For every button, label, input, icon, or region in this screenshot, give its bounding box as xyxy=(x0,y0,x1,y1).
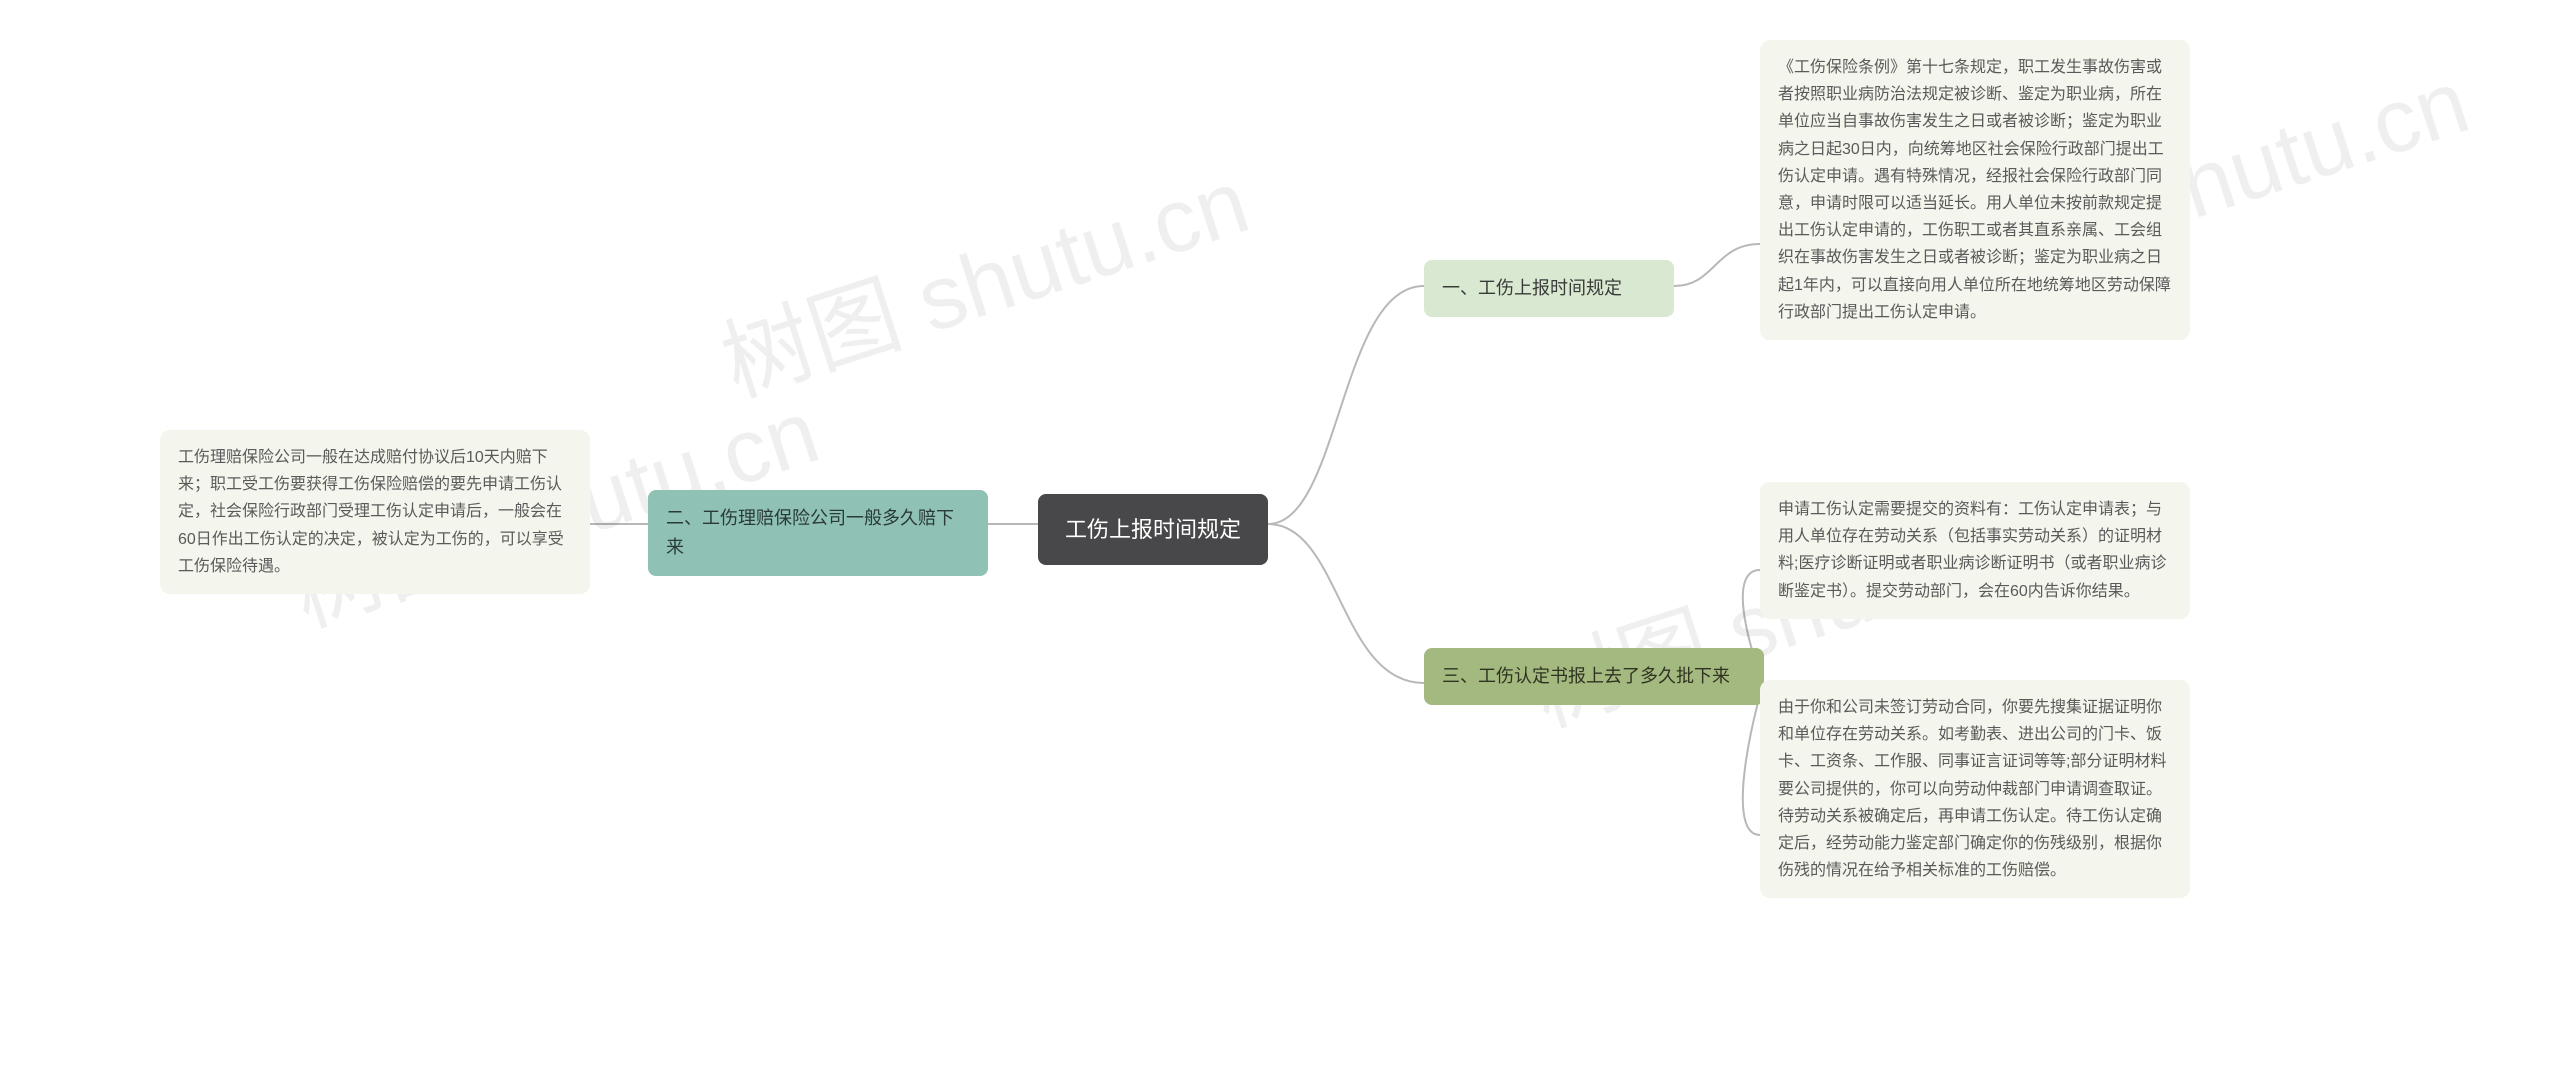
root-label: 工伤上报时间规定 xyxy=(1065,517,1241,542)
leaf-3b-text: 由于你和公司未签订劳动合同，你要先搜集证据证明你和单位存在劳动关系。如考勤表、进… xyxy=(1778,699,2166,879)
leaf-2: 工伤理赔保险公司一般在达成赔付协议后10天内赔下来；职工受工伤要获得工伤保险赔偿… xyxy=(160,430,590,594)
branch-1: 一、工伤上报时间规定 xyxy=(1424,260,1674,317)
leaf-2-text: 工伤理赔保险公司一般在达成赔付协议后10天内赔下来；职工受工伤要获得工伤保险赔偿… xyxy=(178,449,564,575)
watermark: 树图 shutu.cn xyxy=(703,129,1262,421)
leaf-3b: 由于你和公司未签订劳动合同，你要先搜集证据证明你和单位存在劳动关系。如考勤表、进… xyxy=(1760,680,2190,898)
leaf-1-text: 《工伤保险条例》第十七条规定，职工发生事故伤害或者按照职业病防治法规定被诊断、鉴… xyxy=(1778,59,2171,321)
branch-2: 二、工伤理赔保险公司一般多久赔下来 xyxy=(648,490,988,576)
leaf-3a-text: 申请工伤认定需要提交的资料有：工伤认定申请表；与用人单位存在劳动关系（包括事实劳… xyxy=(1778,501,2166,600)
branch-2-label: 二、工伤理赔保险公司一般多久赔下来 xyxy=(666,508,954,557)
branch-3: 三、工伤认定书报上去了多久批下来 xyxy=(1424,648,1764,705)
branch-1-label: 一、工伤上报时间规定 xyxy=(1442,278,1622,298)
leaf-1: 《工伤保险条例》第十七条规定，职工发生事故伤害或者按照职业病防治法规定被诊断、鉴… xyxy=(1760,40,2190,340)
branch-3-label: 三、工伤认定书报上去了多久批下来 xyxy=(1442,666,1730,686)
leaf-3a: 申请工伤认定需要提交的资料有：工伤认定申请表；与用人单位存在劳动关系（包括事实劳… xyxy=(1760,482,2190,619)
root-node: 工伤上报时间规定 xyxy=(1038,494,1268,565)
